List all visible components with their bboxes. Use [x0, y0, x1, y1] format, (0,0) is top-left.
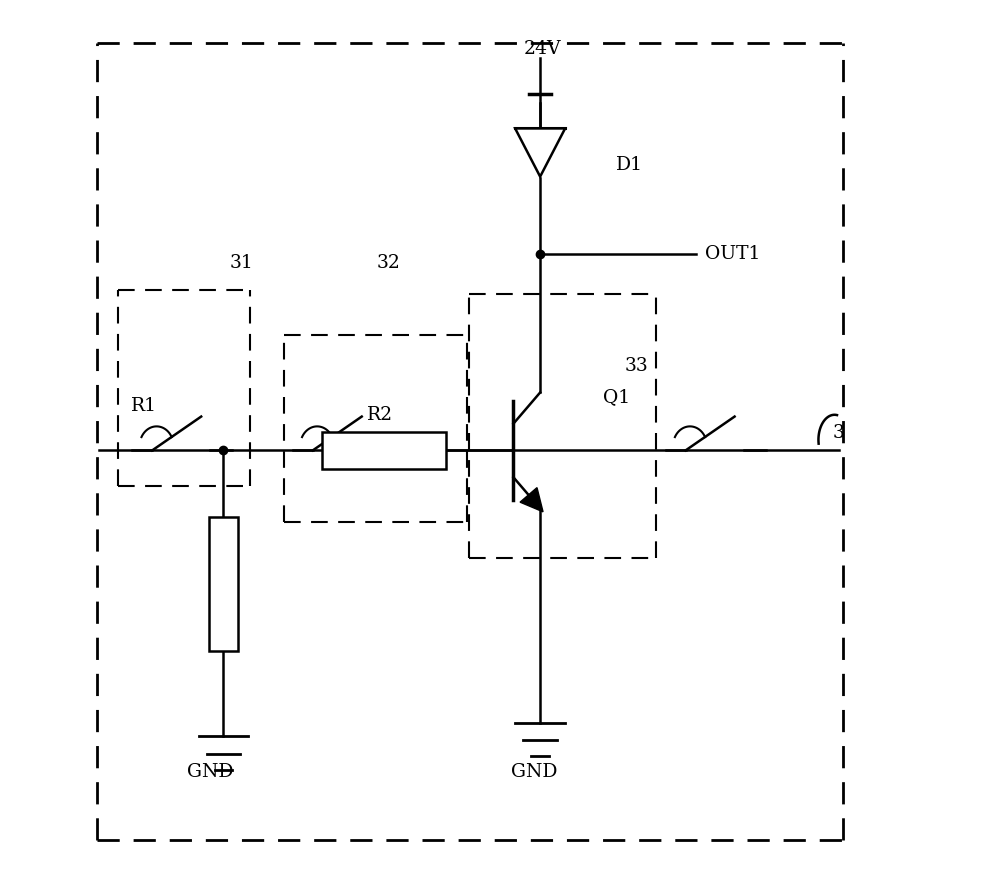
Text: Q1: Q1 — [603, 388, 630, 406]
Text: D1: D1 — [616, 156, 643, 174]
Text: 32: 32 — [377, 254, 400, 272]
Bar — [209, 517, 238, 651]
Text: R2: R2 — [367, 406, 393, 424]
Polygon shape — [520, 488, 543, 512]
Text: GND: GND — [187, 763, 233, 780]
Text: OUT1: OUT1 — [705, 245, 761, 263]
Text: R1: R1 — [131, 397, 157, 415]
Text: 3: 3 — [833, 424, 845, 442]
Bar — [322, 432, 446, 469]
Text: 31: 31 — [229, 254, 253, 272]
Text: 24V: 24V — [524, 40, 562, 58]
Polygon shape — [515, 128, 565, 177]
Text: 33: 33 — [625, 357, 649, 375]
Text: GND: GND — [511, 763, 557, 780]
